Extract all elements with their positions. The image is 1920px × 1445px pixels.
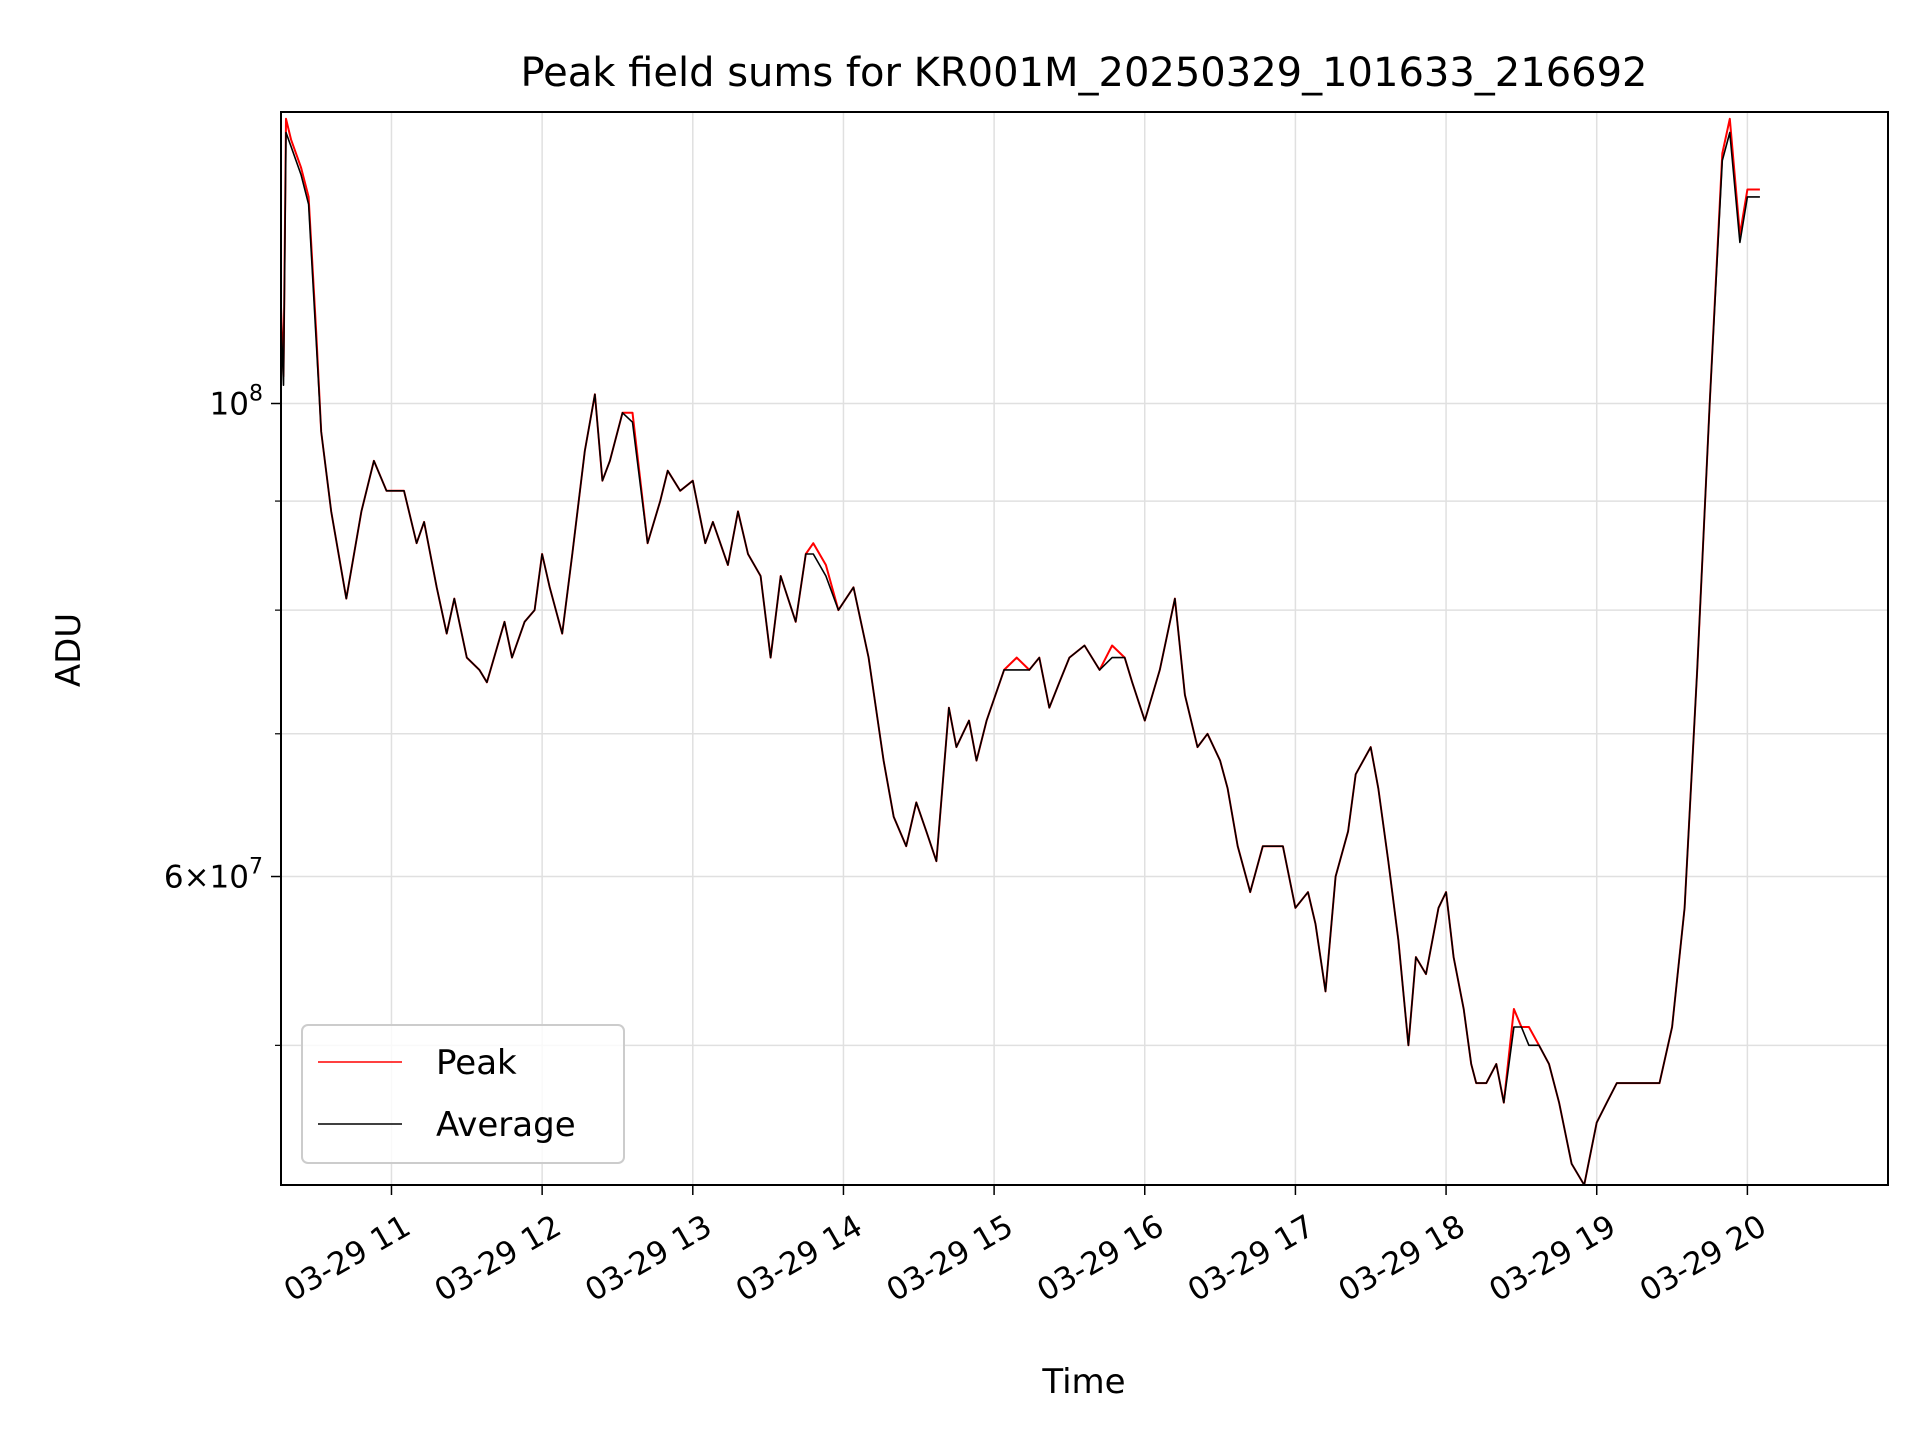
y-axis-label: ADU: [49, 613, 89, 687]
grid-lines: [281, 112, 1888, 1185]
x-axis-label: Time: [1041, 1362, 1125, 1402]
legend: Peak Average: [301, 1024, 625, 1164]
legend-label-peak: Peak: [436, 1043, 517, 1083]
plot-area: [281, 112, 1888, 1185]
series-line-average: [280, 131, 1760, 1186]
legend-label-average: Average: [436, 1105, 576, 1145]
y-axis: 108 6×107: [164, 382, 281, 1046]
y-tick-label: 6×107: [164, 855, 263, 896]
plot-frame: [280, 111, 1889, 1186]
y-tick-label: 108: [210, 382, 263, 423]
chart-title: Peak field sums for KR001M_20250329_1016…: [520, 50, 1647, 96]
series-layer: [280, 117, 1760, 1186]
legend-box: [301, 1024, 625, 1164]
